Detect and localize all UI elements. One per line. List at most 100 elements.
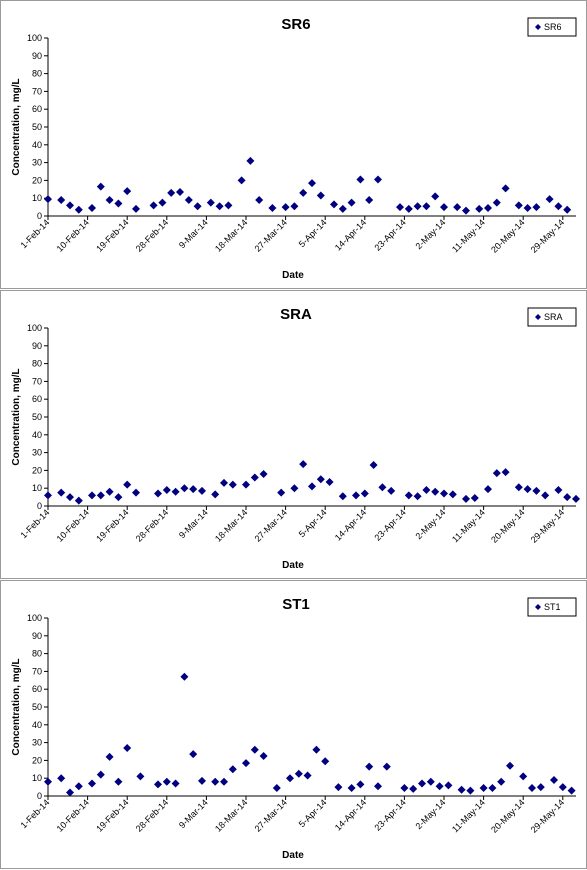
x-tick-label: 10-Feb-14	[55, 217, 91, 253]
x-tick-label: 27-Mar-14	[253, 507, 289, 543]
data-point	[338, 204, 347, 213]
x-tick-label: 20-May-14	[489, 507, 526, 544]
y-axis-label: Concentration, mg/L	[11, 78, 22, 175]
x-tick-label: 10-Feb-14	[55, 797, 91, 833]
x-tick-label: 29-May-14	[529, 797, 566, 834]
data-point	[338, 492, 347, 501]
data-point	[484, 203, 492, 212]
chart-svg-st1: ST1 0 10 20 30 40 50 60 70 80 90 100 1-Feb-14 10-Feb-…	[11, 596, 577, 861]
data-point	[448, 490, 457, 499]
data-point	[167, 188, 176, 197]
chart-panel-st1: ST1 0 10 20 30 40 50 60 70 80 90 100 1-Feb-14 10-Feb-…	[0, 580, 587, 869]
data-point	[303, 771, 312, 780]
data-point	[114, 777, 123, 786]
x-tick-label: 19-Feb-14	[94, 217, 130, 253]
data-point	[554, 202, 563, 211]
data-point	[554, 485, 563, 494]
x-tick-label: 23-Apr-14	[372, 217, 407, 252]
x-tick-label: 11-May-14	[450, 507, 487, 544]
data-point	[308, 482, 316, 491]
x-tick-label: 20-May-14	[489, 797, 526, 834]
y-tick-label: 50	[32, 122, 42, 132]
x-tick-label: 27-Mar-14	[253, 217, 289, 253]
data-point	[105, 195, 114, 204]
x-tick-label: 11-May-14	[450, 797, 487, 834]
data-point	[374, 782, 382, 791]
data-point	[114, 199, 123, 208]
data-point	[88, 491, 96, 500]
x-tick-label: 1-Feb-14	[19, 507, 52, 540]
y-tick-label: 60	[32, 104, 42, 114]
y-tick-label: 30	[32, 448, 42, 458]
data-point	[286, 774, 294, 783]
data-point	[215, 202, 224, 211]
data-point	[404, 204, 413, 213]
x-tick-label: 9-Mar-14	[177, 217, 210, 250]
y-tick-label: 50	[32, 702, 42, 712]
data-point	[44, 777, 52, 786]
x-axis-label: Date	[282, 270, 304, 281]
data-point	[290, 484, 299, 493]
x-tick-label: 19-Feb-14	[94, 507, 130, 543]
data-point	[180, 484, 189, 493]
x-tick-label: 23-Apr-14	[372, 507, 407, 542]
data-point	[334, 783, 343, 792]
data-point	[193, 202, 202, 211]
y-tick-label: 40	[32, 430, 42, 440]
data-point	[105, 752, 114, 761]
y-tick-label: 10	[32, 483, 42, 493]
y-tick-label: 30	[32, 158, 42, 168]
x-tick-label: 27-Mar-14	[253, 797, 289, 833]
data-point	[558, 783, 567, 792]
y-tick-label: 40	[32, 140, 42, 150]
data-point	[492, 469, 501, 478]
x-axis-label: Date	[282, 560, 304, 571]
legend-label: ST1	[544, 602, 561, 612]
y-tick-label: 80	[32, 69, 42, 79]
y-tick-label: 90	[32, 341, 42, 351]
chart-title: SR6	[281, 16, 310, 33]
data-point	[189, 485, 198, 494]
x-tick-label: 14-Apr-14	[333, 507, 368, 542]
data-point	[96, 491, 105, 500]
data-point	[206, 198, 215, 207]
y-tick-label: 90	[32, 631, 42, 641]
x-tick-label: 18-Mar-14	[213, 507, 249, 543]
data-point	[396, 203, 404, 212]
data-point	[457, 785, 466, 794]
data-point	[523, 485, 532, 494]
data-point	[563, 493, 572, 502]
data-point	[426, 777, 435, 786]
data-point	[242, 480, 250, 489]
legend-marker	[535, 314, 541, 320]
data-point	[475, 204, 484, 213]
data-point	[444, 781, 453, 790]
y-tick-label: 0	[37, 791, 42, 801]
data-point	[488, 783, 497, 792]
data-point	[325, 477, 334, 486]
legend-box	[527, 17, 577, 37]
data-point	[374, 175, 382, 184]
data-point	[382, 762, 391, 771]
x-tick-label: 2-May-14	[413, 797, 447, 831]
data-point	[66, 788, 74, 797]
data-point	[228, 765, 237, 774]
x-tick-label: 1-Feb-14	[19, 797, 52, 830]
data-point	[88, 779, 96, 788]
x-tick-label: 5-Apr-14	[297, 797, 329, 829]
y-tick-label: 50	[32, 412, 42, 422]
x-tick-label: 5-Apr-14	[297, 507, 329, 539]
data-point	[356, 175, 365, 184]
data-point	[347, 783, 356, 792]
data-point	[57, 195, 66, 204]
data-point	[545, 195, 554, 204]
data-point	[44, 491, 52, 500]
data-point	[132, 488, 140, 497]
y-tick-label: 70	[32, 666, 42, 676]
data-point	[365, 195, 374, 204]
data-point	[74, 782, 83, 791]
data-point	[484, 485, 492, 494]
data-point	[211, 777, 220, 786]
data-point	[154, 489, 162, 498]
data-point	[171, 779, 180, 788]
